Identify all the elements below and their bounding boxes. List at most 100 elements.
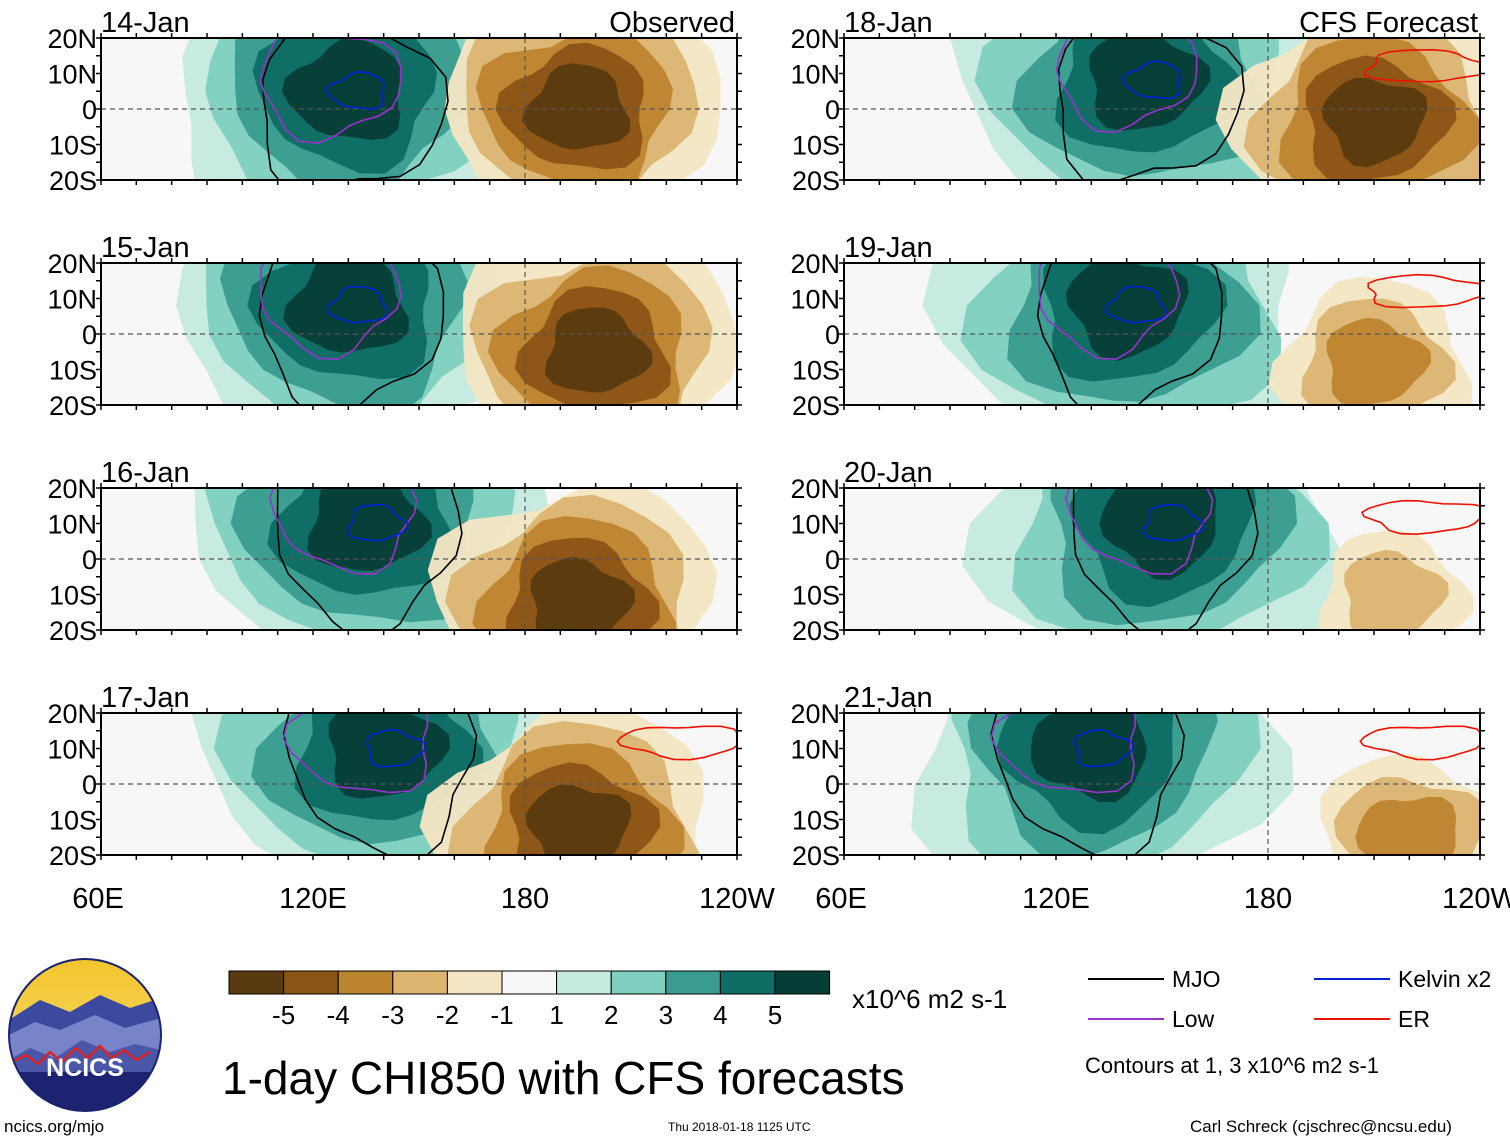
panel-date: 16-Jan <box>101 457 190 489</box>
anomaly-level--5 <box>525 784 632 855</box>
low-contour <box>990 713 1136 794</box>
legend: MJO Kelvin x2 Low ER <box>1088 966 1491 1032</box>
x-tick-label: 120E <box>1022 883 1090 915</box>
y-tick-label: 10N <box>790 510 840 540</box>
panel-20-Jan: 20N 10N 0 10S 20S 20-Jan <box>790 457 1485 646</box>
kelvin-contour <box>1142 503 1205 542</box>
footer-website[interactable]: ncics.org/mjo <box>4 1117 105 1136</box>
colorbar-swatch <box>392 970 448 995</box>
y-tick-label: 20S <box>792 616 840 646</box>
er-contour <box>616 725 737 761</box>
x-tick-label: 180 <box>1244 883 1292 915</box>
kelvin-contour <box>326 285 389 324</box>
y-tick-label: 20S <box>49 166 97 196</box>
kelvin-contour <box>1073 728 1135 768</box>
y-tick-label: 20S <box>792 841 840 871</box>
legend-label: ER <box>1398 1006 1430 1032</box>
y-tick-label: 0 <box>82 95 97 125</box>
logo-text: NCICS <box>46 1054 124 1082</box>
colorbar-label: 3 <box>659 1000 673 1030</box>
y-tick-label: 20N <box>790 474 840 504</box>
low-contour <box>282 713 429 794</box>
y-tick-label: 0 <box>825 545 840 575</box>
mjo-contour <box>282 713 478 855</box>
mjo-contour <box>1036 263 1223 405</box>
low-contour <box>259 38 402 144</box>
y-tick-label: 10N <box>47 60 97 90</box>
anomaly-level--5 <box>521 63 631 150</box>
er-contour <box>1363 48 1480 83</box>
kelvin-contour <box>366 728 427 768</box>
y-tick-label: 20N <box>47 474 97 504</box>
y-tick-label: 0 <box>82 770 97 800</box>
mjo-contour <box>1057 38 1245 180</box>
panel-date: 21-Jan <box>844 682 933 714</box>
colorbar-swatch <box>228 970 285 995</box>
y-tick-label: 0 <box>82 320 97 350</box>
er-contour <box>1367 273 1480 309</box>
colorbar-swatch <box>774 970 831 995</box>
colorbar-swatch <box>610 970 667 995</box>
y-tick-label: 10N <box>790 285 840 315</box>
y-tick-label: 20S <box>49 841 97 871</box>
x-tick-label: 60E <box>72 883 124 915</box>
y-tick-label: 10S <box>49 581 97 611</box>
colorbar-swatch <box>556 970 612 995</box>
y-tick-label: 10S <box>792 581 840 611</box>
column-label: CFS Forecast <box>1299 7 1478 39</box>
anomaly-level-5 <box>307 488 432 571</box>
mjo-contour <box>276 488 463 630</box>
x-tick-label: 180 <box>501 883 549 915</box>
kelvin-contour <box>325 70 385 110</box>
y-tick-label: 10N <box>47 735 97 765</box>
panel-19-Jan: 20N 10N 0 10S 20S 19-Jan <box>790 232 1485 421</box>
kelvin-contour <box>1121 60 1181 100</box>
anomaly-level-5 <box>1089 38 1211 131</box>
y-tick-label: 10S <box>49 131 97 161</box>
colorbar-label: 4 <box>713 1000 727 1030</box>
anomaly-level-5 <box>283 263 409 353</box>
title: 1-day CHI850 with CFS forecasts <box>222 1052 905 1104</box>
y-tick-label: 10S <box>49 806 97 836</box>
colorbar-label: -4 <box>327 1000 350 1030</box>
panel-17-Jan: 20N 10N 0 10S 20S 17-Jan 60E 120E 180 120W <box>47 682 775 915</box>
y-tick-label: 10N <box>47 510 97 540</box>
low-contour <box>1055 38 1198 134</box>
er-contour <box>1359 725 1480 761</box>
panel-date: 17-Jan <box>101 682 190 714</box>
colorbar-label: 5 <box>768 1000 782 1030</box>
panel-date: 19-Jan <box>844 232 933 264</box>
y-tick-label: 10N <box>47 285 97 315</box>
mjo-contour <box>990 713 1186 855</box>
mjo-contour <box>1072 488 1259 630</box>
anomaly-level--3 <box>1355 797 1456 855</box>
y-tick-label: 20N <box>790 24 840 54</box>
colorbar-label: 2 <box>604 1000 618 1030</box>
panel-14-Jan: 20N 10N 0 10S 20S 14-Jan Observed <box>47 7 742 196</box>
y-tick-label: 20N <box>790 699 840 729</box>
kelvin-contour <box>1104 285 1167 324</box>
column-label: Observed <box>609 7 735 39</box>
colorbar-swatch <box>337 970 394 995</box>
y-tick-label: 10S <box>792 131 840 161</box>
anomaly-level-5 <box>1031 713 1147 803</box>
x-tick-label: 120W <box>699 883 775 915</box>
colorbar-label: -3 <box>381 1000 404 1030</box>
panel-date: 14-Jan <box>101 7 190 39</box>
colorbar-swatch <box>665 970 721 995</box>
y-tick-label: 10N <box>790 735 840 765</box>
anomaly-level--5 <box>530 557 636 630</box>
y-tick-label: 20S <box>49 391 97 421</box>
colorbar-swatch <box>283 970 339 995</box>
ncics-logo: NCICS <box>8 958 162 1112</box>
legend-label: MJO <box>1172 966 1221 992</box>
low-contour <box>1038 263 1181 361</box>
y-tick-label: 0 <box>825 320 840 350</box>
anomaly-level-5 <box>281 38 402 140</box>
panel-date: 20-Jan <box>844 457 933 489</box>
x-tick-label: 120E <box>279 883 347 915</box>
temperature-line <box>11 1044 151 1066</box>
legend-label: Low <box>1172 1006 1215 1032</box>
y-tick-label: 10S <box>792 806 840 836</box>
